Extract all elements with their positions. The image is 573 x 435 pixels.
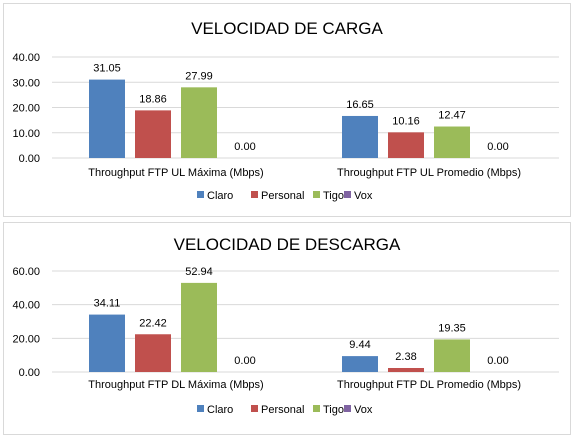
data-label: 19.35: [438, 322, 466, 334]
chart-title: VELOCIDAD DE CARGA: [191, 19, 383, 38]
legend-swatch-claro: [197, 191, 204, 198]
legend-label-claro: Claro: [207, 404, 233, 416]
y-tick-label: 40.00: [12, 52, 40, 64]
data-label: 0.00: [487, 355, 508, 367]
data-label: 27.99: [185, 70, 213, 82]
legend-label-personal: Personal: [261, 404, 304, 416]
data-label: 9.44: [349, 339, 370, 351]
data-label: 0.00: [234, 141, 255, 153]
bar-personal: [135, 110, 171, 158]
bar-personal: [388, 132, 424, 158]
y-tick-label: 60.00: [12, 266, 40, 278]
y-tick-label: 30.00: [12, 77, 40, 89]
category-label: Throughput FTP UL Promedio (Mbps): [337, 167, 521, 179]
legend-swatch-claro: [197, 405, 204, 412]
data-label: 10.16: [392, 115, 420, 127]
bar-tigo: [181, 87, 217, 158]
data-label: 22.42: [139, 317, 167, 329]
chart-title: VELOCIDAD DE DESCARGA: [174, 235, 401, 254]
bar-claro: [89, 314, 125, 372]
data-label: 12.47: [438, 110, 466, 122]
bar-claro: [342, 356, 378, 372]
legend-label-vox: Vox: [354, 404, 373, 416]
legend-swatch-personal: [251, 191, 258, 198]
legend-swatch-tigo: [313, 191, 320, 198]
data-label: 16.65: [346, 99, 374, 111]
data-label: 0.00: [487, 141, 508, 153]
bar-claro: [342, 115, 378, 158]
bar-tigo: [181, 282, 217, 372]
upload-speed-chart-svg: VELOCIDAD DE CARGA 0.00 10.00 20.00 30.00 40.…: [12, 19, 559, 202]
y-tick-label: 40.00: [12, 300, 40, 312]
legend-swatch-vox: [344, 191, 351, 198]
legend-label-vox: Vox: [354, 190, 373, 202]
data-label: 0.00: [234, 355, 255, 367]
legend-swatch-vox: [344, 405, 351, 412]
data-label: 2.38: [395, 351, 416, 363]
legend-label-tigo: Tigo: [323, 404, 344, 416]
bar-tigo: [434, 339, 470, 372]
legend-label-claro: Claro: [207, 190, 233, 202]
data-label: 31.05: [93, 63, 121, 75]
y-tick-label: 0.00: [19, 367, 40, 379]
legend-label-personal: Personal: [261, 190, 304, 202]
y-tick-label: 10.00: [12, 128, 40, 140]
category-label: Throughput FTP UL Máxima (Mbps): [88, 167, 263, 179]
legend-swatch-tigo: [313, 405, 320, 412]
data-label: 52.94: [185, 266, 213, 278]
data-label: 34.11: [94, 298, 121, 310]
y-tick-label: 20.00: [12, 333, 40, 345]
y-tick-label: 20.00: [12, 103, 40, 115]
bar-personal: [388, 367, 424, 372]
download-speed-chart-svg: VELOCIDAD DE DESCARGA 0.00 20.00 40.00 60.00…: [12, 235, 559, 416]
upload-speed-chart: VELOCIDAD DE CARGA 0.00 10.00 20.00 30.00 40.…: [3, 3, 571, 217]
bar-tigo: [434, 126, 470, 158]
legend-swatch-personal: [251, 405, 258, 412]
data-label: 18.86: [139, 93, 167, 105]
category-label: Throughput FTP DL Máxima (Mbps): [88, 379, 263, 391]
bar-claro: [89, 79, 125, 158]
category-label: Throughput FTP DL Promedio (Mbps): [337, 379, 521, 391]
download-speed-chart: VELOCIDAD DE DESCARGA 0.00 20.00 40.00 60.00…: [3, 222, 571, 435]
legend-label-tigo: Tigo: [323, 190, 344, 202]
y-tick-label: 0.00: [19, 153, 40, 165]
bar-personal: [135, 334, 171, 372]
